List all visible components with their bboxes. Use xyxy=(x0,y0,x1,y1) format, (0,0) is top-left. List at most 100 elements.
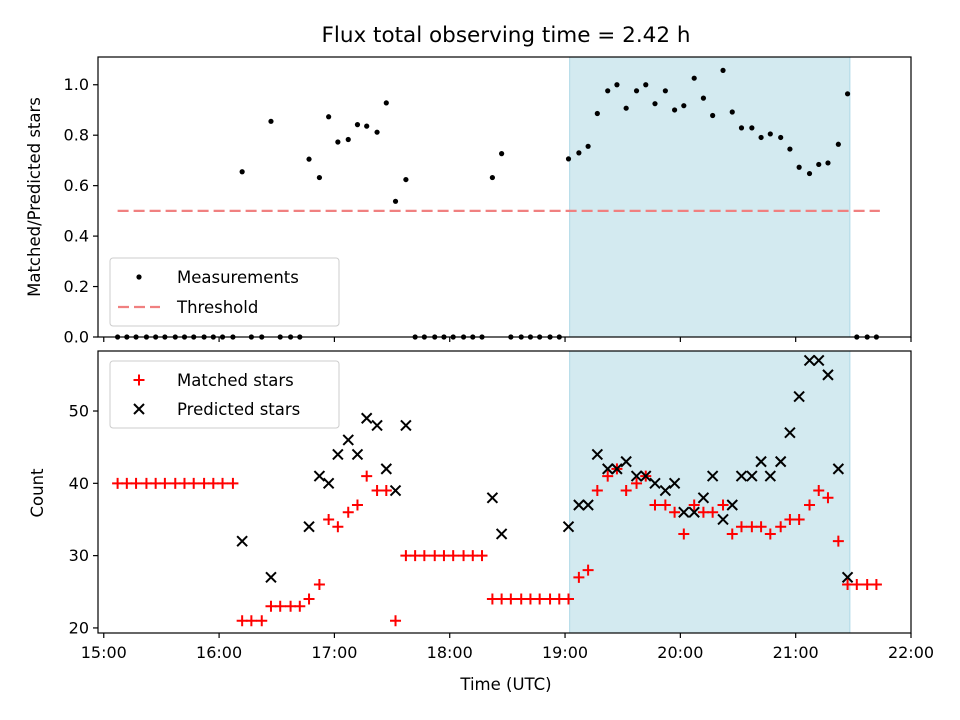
legend-measurement-marker xyxy=(136,274,142,280)
measurement-point xyxy=(614,82,620,88)
matched-star-point xyxy=(217,477,229,489)
matched-star-point xyxy=(207,477,219,489)
matched-star-point xyxy=(274,600,286,612)
predicted-star-point xyxy=(495,528,508,540)
measurement-point xyxy=(364,123,370,129)
matched-star-point xyxy=(130,477,142,489)
matched-star-point xyxy=(476,550,488,562)
measurement-point xyxy=(796,164,802,170)
matched-star-point xyxy=(573,571,585,583)
top-y-tick-label: 0.2 xyxy=(64,277,89,296)
matched-star-point xyxy=(775,521,787,533)
predicted-star-point xyxy=(706,470,719,482)
matched-star-point xyxy=(746,521,758,533)
predicted-star-point xyxy=(236,535,248,547)
top-y-tick-label: 1.0 xyxy=(64,75,89,94)
matched-star-point xyxy=(140,477,152,489)
matched-star-point xyxy=(418,550,430,562)
predicted-star-point xyxy=(562,521,575,533)
bottom-y-tick-label: 30 xyxy=(69,546,89,565)
predicted-star-point xyxy=(602,463,614,475)
predicted-star-point xyxy=(265,571,277,584)
bottom-series-predicted-stars xyxy=(236,354,854,584)
measurement-point xyxy=(806,170,813,177)
measurement-point xyxy=(671,107,678,113)
measurement-point xyxy=(816,161,822,168)
matched-star-point xyxy=(822,492,834,504)
measurement-point xyxy=(623,105,629,111)
matched-star-point xyxy=(294,600,306,612)
matched-star-point xyxy=(717,499,729,511)
matched-star-point xyxy=(764,528,776,540)
measurement-point xyxy=(605,88,611,94)
measurement-point xyxy=(749,125,755,131)
predicted-star-point xyxy=(630,470,643,482)
bottom-series-matched-stars xyxy=(112,463,882,627)
measurement-point xyxy=(383,100,389,106)
legend-label: Threshold xyxy=(176,298,258,317)
predicted-star-point xyxy=(774,455,787,468)
matched-star-point xyxy=(842,579,854,591)
matched-star-point xyxy=(371,485,383,497)
measurement-point xyxy=(662,88,668,94)
bottom-legend: Matched stars Predicted stars xyxy=(109,360,340,429)
matched-star-point xyxy=(707,506,719,518)
measurement-point xyxy=(767,131,773,137)
measurement-point xyxy=(354,122,361,128)
top-y-tick-label: 0.0 xyxy=(64,328,89,347)
predicted-star-point xyxy=(726,499,738,511)
predicted-star-point xyxy=(784,427,796,439)
measurement-point xyxy=(316,174,323,181)
matched-star-point xyxy=(505,593,517,605)
bottom-y-axis-label: Count xyxy=(28,468,47,518)
predicted-star-point xyxy=(351,448,364,461)
measurement-point xyxy=(374,129,380,135)
legend-predicted-marker xyxy=(133,403,145,415)
matched-star-point xyxy=(755,521,767,533)
legend-box xyxy=(109,360,340,429)
matched-star-point xyxy=(534,593,546,605)
top-y-axis-label: Matched/Predicted stars xyxy=(25,97,44,297)
x-tick-label: 17:00 xyxy=(311,643,357,662)
measurement-point xyxy=(335,139,341,145)
x-tick-label: 19:00 xyxy=(542,643,588,662)
predicted-star-point xyxy=(591,448,604,461)
bottom-observing-span xyxy=(569,350,851,634)
measurement-point xyxy=(585,143,591,149)
x-tick-label: 18:00 xyxy=(427,643,473,662)
measurement-point xyxy=(738,125,745,131)
matched-star-point xyxy=(793,513,805,525)
predicted-star-point xyxy=(332,448,344,461)
predicted-star-point xyxy=(611,463,623,475)
matched-star-point xyxy=(524,593,536,605)
legend-label: Predicted stars xyxy=(177,400,300,419)
matched-star-point xyxy=(832,535,844,547)
predicted-star-point xyxy=(313,470,326,482)
measurement-point xyxy=(403,176,409,183)
predicted-star-point xyxy=(400,419,412,432)
legend-box xyxy=(109,257,340,327)
predicted-star-point xyxy=(322,477,335,490)
matched-star-point xyxy=(726,528,738,540)
matched-star-point xyxy=(447,550,459,562)
matched-star-point xyxy=(313,579,325,591)
matched-star-point xyxy=(467,550,479,562)
predicted-star-point xyxy=(822,369,834,381)
predicted-star-point xyxy=(303,521,315,533)
matched-star-point xyxy=(688,499,700,511)
measurement-point xyxy=(729,109,735,115)
predicted-star-point xyxy=(841,571,854,584)
predicted-star-point xyxy=(668,477,681,490)
measurement-point xyxy=(326,114,332,120)
x-tick-label: 22:00 xyxy=(888,643,934,662)
matched-star-point xyxy=(265,600,277,612)
measurement-point xyxy=(633,88,640,94)
matched-star-point xyxy=(804,499,816,511)
measurement-point xyxy=(239,169,245,175)
x-tick-label: 21:00 xyxy=(773,643,819,662)
matched-star-point xyxy=(784,513,796,525)
predicted-star-point xyxy=(649,477,661,490)
matched-star-point xyxy=(544,593,556,605)
bottom-axes-frame xyxy=(97,350,912,634)
matched-star-point xyxy=(198,477,210,489)
